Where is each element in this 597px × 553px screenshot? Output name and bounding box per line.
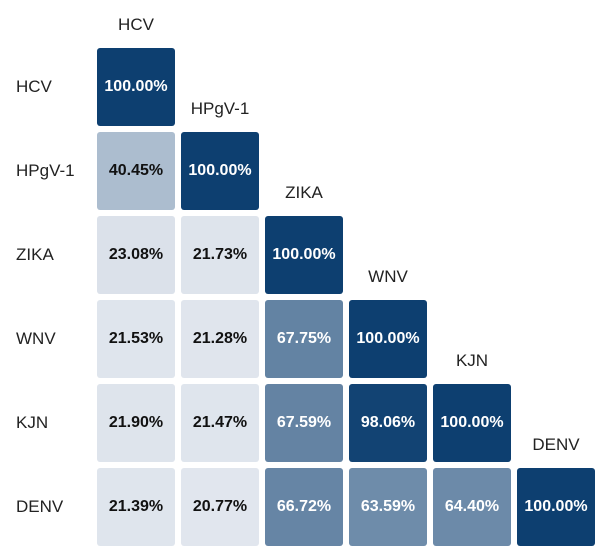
column-label-wnv: WNV	[368, 267, 408, 286]
cell-kjn-hcv: 21.90%	[97, 384, 175, 462]
cell-zika-hcv: 23.08%	[97, 216, 175, 294]
column-label-denv: DENV	[532, 435, 580, 454]
cell-hpgv-1-hpgv-1: 100.00%	[181, 132, 259, 210]
cell-denv-denv: 100.00%	[517, 468, 595, 546]
cell-kjn-kjn: 100.00%	[433, 384, 511, 462]
cell-wnv-hpgv-1: 21.28%	[181, 300, 259, 378]
cell-wnv-hcv: 21.53%	[97, 300, 175, 378]
cell-zika-hpgv-1: 21.73%	[181, 216, 259, 294]
row-label-hcv: HCV	[16, 77, 52, 96]
cell-denv-zika: 66.72%	[265, 468, 343, 546]
row-label-denv: DENV	[16, 497, 64, 516]
cell-hcv-hcv: 100.00%	[97, 48, 175, 126]
cell-wnv-wnv: 100.00%	[349, 300, 427, 378]
column-label-kjn: KJN	[455, 351, 489, 370]
column-label-zika: ZIKA	[285, 183, 323, 202]
cell-zika-zika: 100.00%	[265, 216, 343, 294]
row-label-kjn: KJN	[16, 413, 49, 432]
cell-kjn-zika: 67.59%	[265, 384, 343, 462]
row-label-hpgv-1: HPgV-1	[16, 161, 75, 180]
cell-denv-hcv: 21.39%	[97, 468, 175, 546]
cell-hpgv-1-hcv: 40.45%	[97, 132, 175, 210]
cell-wnv-zika: 67.75%	[265, 300, 343, 378]
row-label-wnv: WNV	[16, 329, 56, 348]
cell-kjn-hpgv-1: 21.47%	[181, 384, 259, 462]
cell-denv-wnv: 63.59%	[349, 468, 427, 546]
column-label-hcv: HCV	[118, 15, 154, 34]
column-label-hpgv-1: HPgV-1	[190, 99, 250, 118]
row-label-zika: ZIKA	[16, 245, 54, 264]
cell-denv-kjn: 64.40%	[433, 468, 511, 546]
cell-kjn-wnv: 98.06%	[349, 384, 427, 462]
cell-denv-hpgv-1: 20.77%	[181, 468, 259, 546]
